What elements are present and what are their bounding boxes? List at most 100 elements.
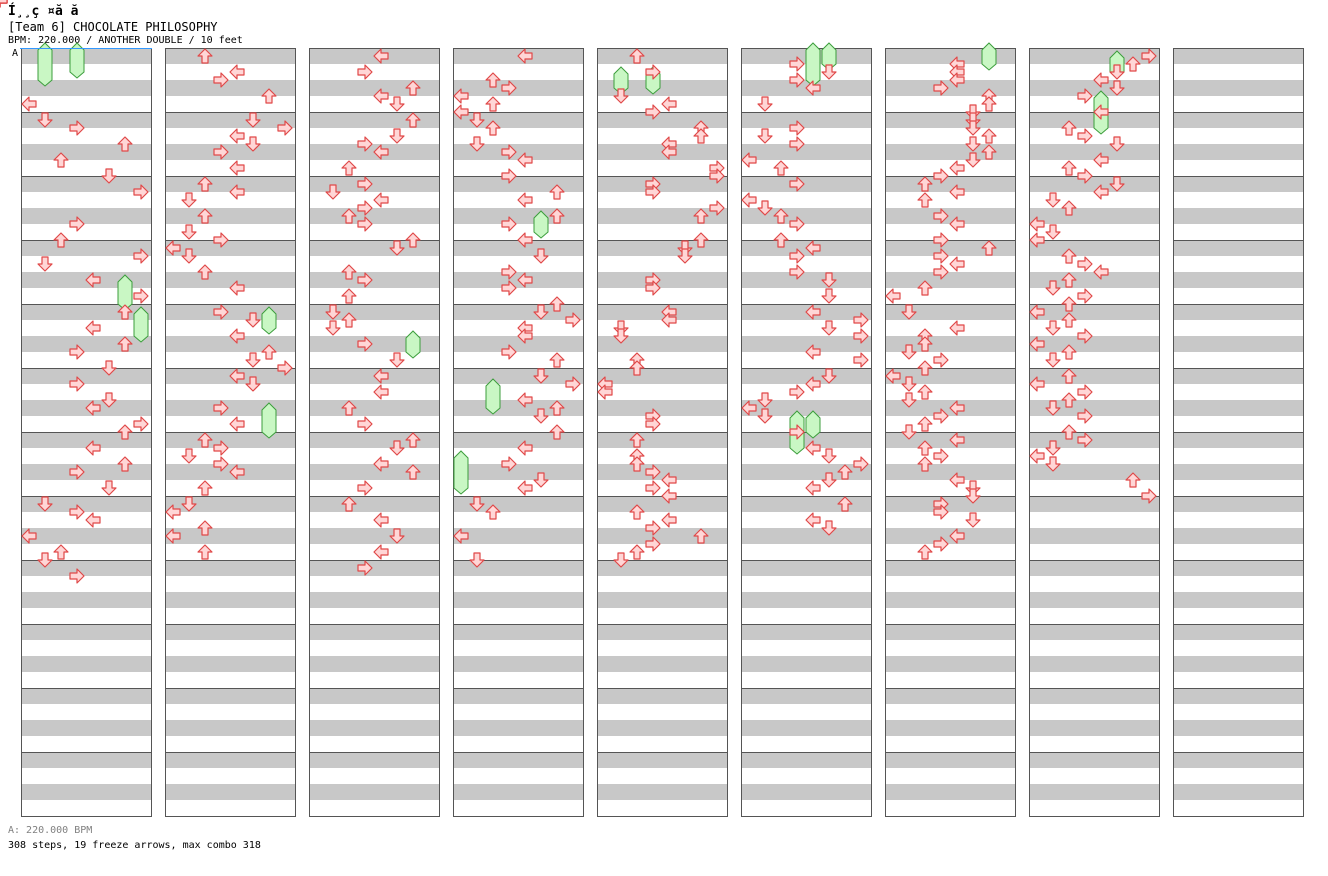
step-arrow-up (197, 544, 213, 560)
step-arrow-right (213, 144, 229, 160)
beat-band (1029, 560, 1160, 576)
step-arrow-left (805, 304, 821, 320)
step-arrow-right (1077, 328, 1093, 344)
beat-band (21, 496, 152, 512)
beat-band (453, 528, 584, 544)
beat-band (597, 656, 728, 672)
column-border (741, 48, 872, 817)
beat-band (1173, 784, 1304, 800)
beat-band (309, 624, 440, 640)
beat-band (597, 624, 728, 640)
beat-band (885, 464, 1016, 480)
beat-band (597, 720, 728, 736)
beat-band (741, 176, 872, 192)
freeze-arrow (405, 330, 421, 359)
step-arrow-down (901, 424, 917, 440)
step-arrow-right (789, 120, 805, 136)
step-arrow-down (533, 368, 549, 384)
beat-band (741, 144, 872, 160)
beat-band (741, 784, 872, 800)
step-arrow-up (917, 176, 933, 192)
beat-band (1173, 208, 1304, 224)
step-arrow-up (117, 336, 133, 352)
beat-band (165, 656, 296, 672)
step-arrow-right (277, 120, 293, 136)
step-arrow-up (1061, 248, 1077, 264)
step-arrow-down (1109, 136, 1125, 152)
beat-band (885, 752, 1016, 768)
step-arrow-left (949, 472, 965, 488)
beat-band (165, 432, 296, 448)
step-arrow-right (645, 64, 661, 80)
step-arrow-down (245, 352, 261, 368)
step-arrow-down (389, 528, 405, 544)
step-arrow-up (341, 496, 357, 512)
step-arrow-down (1045, 224, 1061, 240)
beat-band (165, 80, 296, 96)
step-arrow-down (901, 376, 917, 392)
step-arrow-up (981, 128, 997, 144)
freeze-body (821, 42, 837, 71)
step-arrow-right (213, 456, 229, 472)
step-arrow-right (133, 248, 149, 264)
beat-band (885, 144, 1016, 160)
column-border (453, 48, 584, 817)
beat-band (165, 784, 296, 800)
step-arrow-up (197, 480, 213, 496)
step-arrow-right (213, 440, 229, 456)
step-arrow-up (53, 152, 69, 168)
step-arrow-up (837, 496, 853, 512)
step-arrow-right (1077, 88, 1093, 104)
step-arrow-up (693, 528, 709, 544)
step-arrow-right (933, 352, 949, 368)
step-arrow-left (517, 192, 533, 208)
step-arrow-up (117, 456, 133, 472)
beat-band (165, 336, 296, 352)
beat-band (1029, 336, 1160, 352)
step-arrow-up (693, 128, 709, 144)
step-arrow-up (197, 432, 213, 448)
step-arrow-left (805, 344, 821, 360)
step-arrow-right (933, 536, 949, 552)
step-arrow-right (933, 408, 949, 424)
step-arrow-right (709, 168, 725, 184)
beat-band (1173, 80, 1304, 96)
step-arrow-up (549, 424, 565, 440)
beat-band (1173, 112, 1304, 128)
step-arrow-left (805, 240, 821, 256)
step-arrow-left (949, 256, 965, 272)
step-arrow-down (965, 512, 981, 528)
step-arrow-left (805, 512, 821, 528)
step-arrow-up (485, 504, 501, 520)
beat-band (741, 592, 872, 608)
beat-band (597, 80, 728, 96)
beat-band (597, 432, 728, 448)
step-arrow-left (741, 400, 757, 416)
step-arrow-left (885, 368, 901, 384)
step-arrow-down (469, 496, 485, 512)
page-title: Í¸¸ç ¤ă ă (8, 4, 79, 19)
freeze-body (133, 306, 149, 343)
beat-band (165, 688, 296, 704)
step-arrow-down (757, 128, 773, 144)
beat-band (453, 80, 584, 96)
step-arrow-right (357, 416, 373, 432)
step-arrow-right (565, 312, 581, 328)
step-arrow-up (693, 232, 709, 248)
beat-band (1029, 528, 1160, 544)
beat-band (1173, 752, 1304, 768)
step-arrow-right (1077, 384, 1093, 400)
beat-band (1029, 432, 1160, 448)
beat-band (885, 624, 1016, 640)
beat-band (1173, 688, 1304, 704)
step-arrow-up (117, 304, 133, 320)
step-arrow-right (789, 176, 805, 192)
chart-column (1173, 48, 1304, 817)
step-arrow-down (1045, 400, 1061, 416)
step-arrow-down (1109, 80, 1125, 96)
chart-info: BPM: 220.000 / ANOTHER DOUBLE / 10 feet (8, 35, 243, 46)
beat-band (453, 592, 584, 608)
freeze-arrow (261, 402, 277, 439)
beat-band (597, 688, 728, 704)
beat-band (21, 112, 152, 128)
